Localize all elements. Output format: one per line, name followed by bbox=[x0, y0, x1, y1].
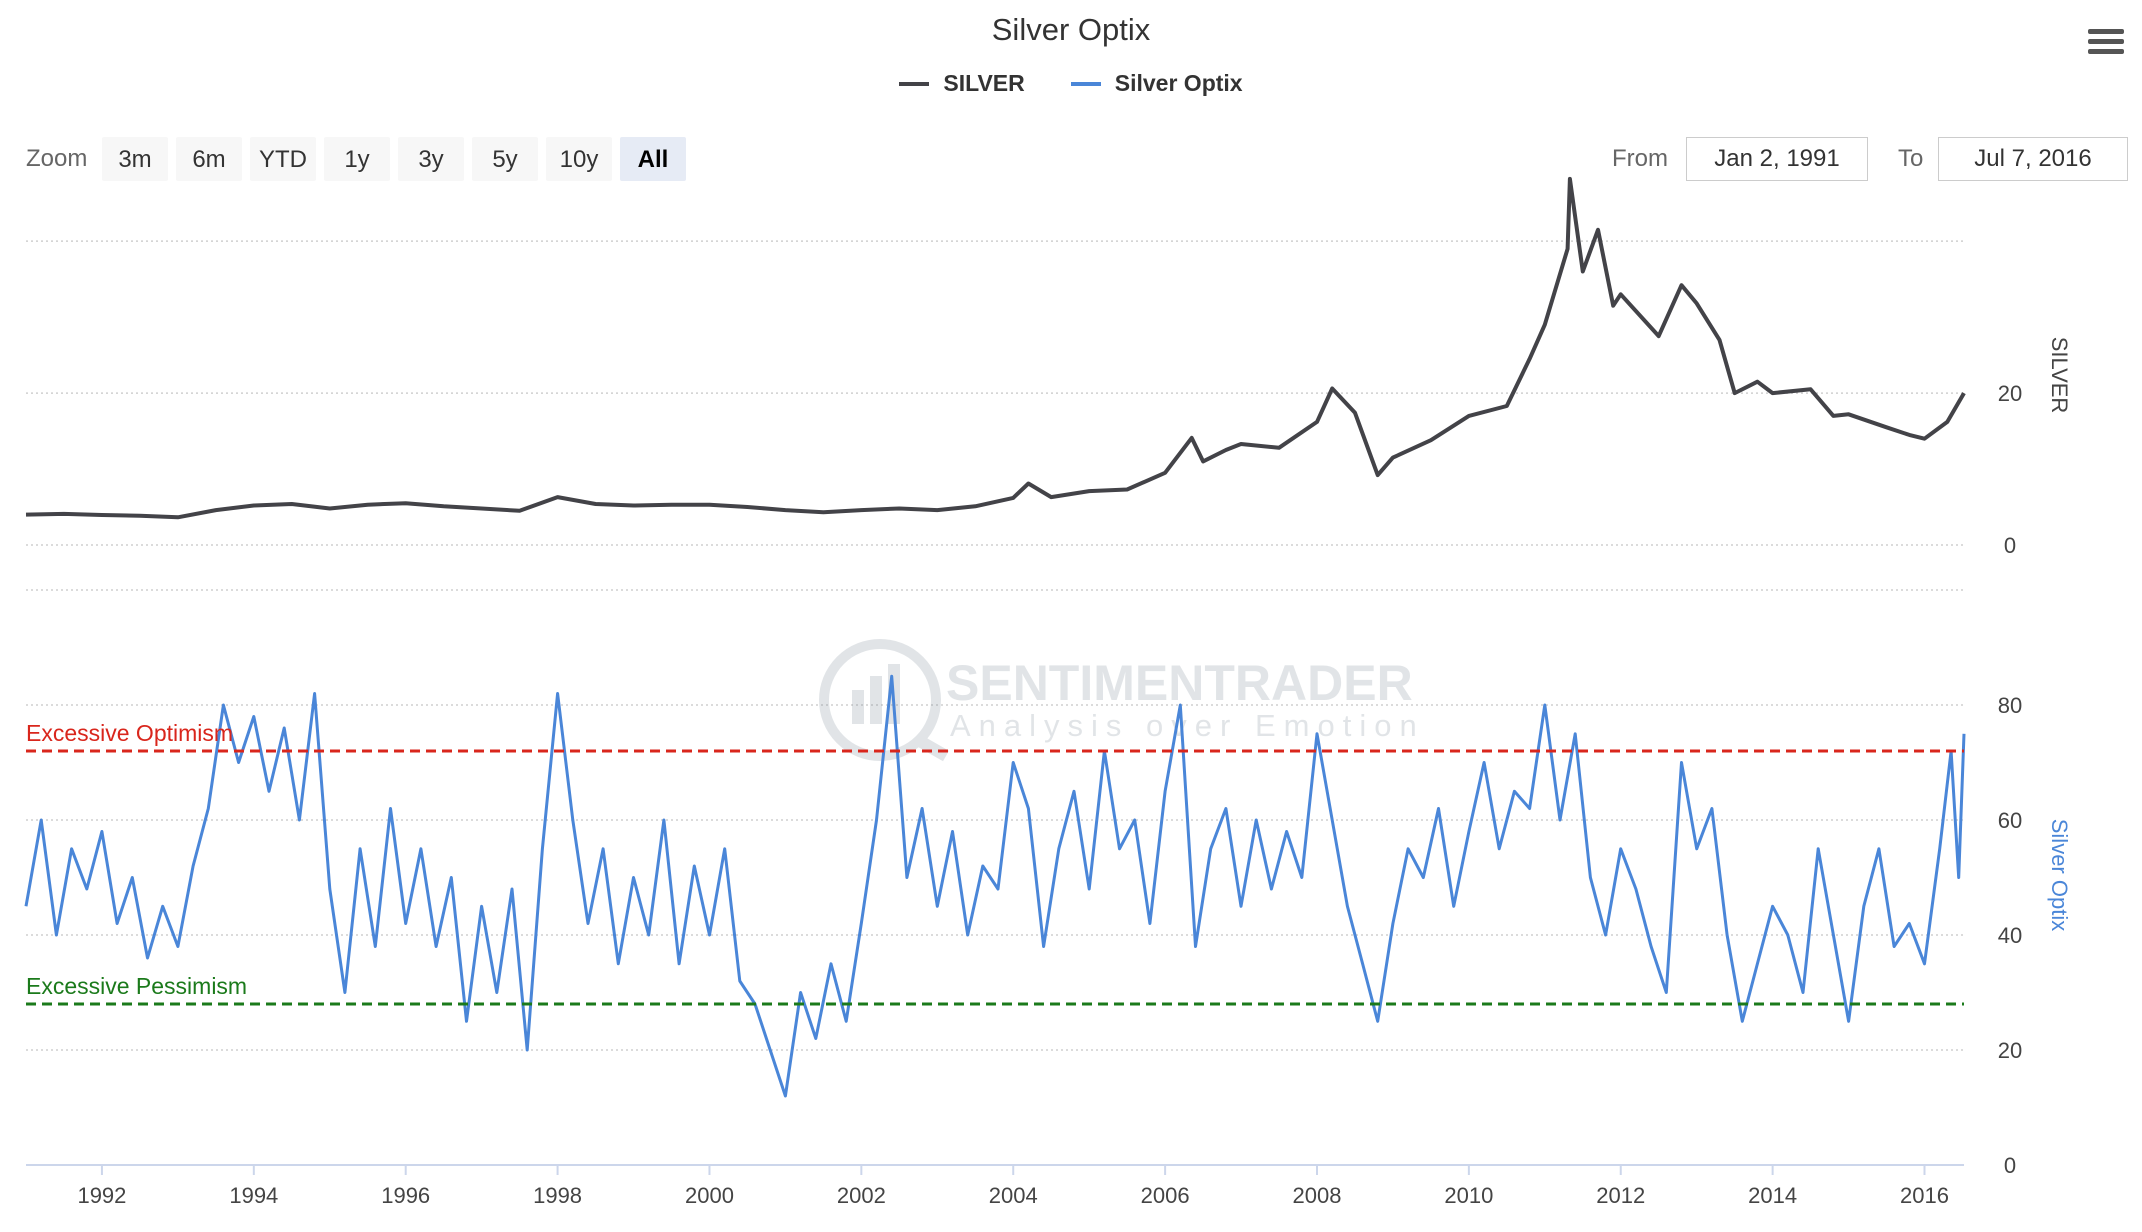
y-axis-title: Silver Optix bbox=[2047, 819, 2072, 931]
y-tick-label: 0 bbox=[2004, 533, 2016, 558]
x-tick-label: 1998 bbox=[533, 1183, 582, 1208]
threshold-label: Excessive Pessimism bbox=[26, 973, 247, 999]
legend-swatch-silver bbox=[899, 81, 930, 86]
threshold-label: Excessive Optimism bbox=[26, 720, 233, 746]
x-tick-label: 2004 bbox=[989, 1183, 1038, 1208]
watermark-handle bbox=[915, 734, 949, 762]
to-label: To bbox=[1898, 145, 1924, 172]
zoom-3y-button[interactable]: 3y bbox=[398, 137, 464, 181]
x-tick-label: 1992 bbox=[77, 1183, 126, 1208]
legend-swatch-silver-optix bbox=[1070, 81, 1101, 86]
legend-item-silver[interactable]: SILVER bbox=[899, 70, 1025, 97]
series-line-silver bbox=[25, 176, 1966, 520]
zoom-1y-button[interactable]: 1y bbox=[324, 137, 390, 181]
zoom-10y-button[interactable]: 10y bbox=[546, 137, 612, 181]
annotation-layer: Excessive Optimism Excessive Pessimism bbox=[26, 720, 1964, 1006]
to-date-input[interactable]: Jul 7, 2016 bbox=[1938, 137, 2128, 181]
from-label: From bbox=[1612, 145, 1668, 172]
zoom-label: Zoom bbox=[26, 145, 88, 172]
watermark-logo-icon bbox=[819, 639, 941, 761]
y-tick-label: 20 bbox=[1998, 381, 2022, 406]
x-tick-label: 2016 bbox=[1900, 1183, 1949, 1208]
axis-layer: 0 20 SILVER 0 20 40 60 80 Silver Optix 1992 1994 19… bbox=[26, 337, 2072, 1208]
x-tick-label: 1994 bbox=[229, 1183, 278, 1208]
zoom-all-button[interactable]: All bbox=[620, 137, 686, 181]
x-tick-label: 2008 bbox=[1293, 1183, 1342, 1208]
x-tick-label: 2010 bbox=[1444, 1183, 1493, 1208]
menu-bar bbox=[2088, 39, 2124, 44]
y-tick-label: 40 bbox=[1998, 923, 2022, 948]
menu-bar bbox=[2088, 49, 2124, 54]
legend-label-silver: SILVER bbox=[943, 70, 1025, 96]
series-line-silver-optix bbox=[24, 674, 1966, 1098]
y-tick-label: 80 bbox=[1998, 693, 2022, 718]
legend-label-silver-optix: Silver Optix bbox=[1114, 70, 1243, 96]
zoom-6m-button[interactable]: 6m bbox=[176, 137, 242, 181]
from-date-input[interactable]: Jan 2, 1991 bbox=[1686, 137, 1868, 181]
y-tick-label: 0 bbox=[2004, 1153, 2016, 1178]
x-tick-label: 1996 bbox=[381, 1183, 430, 1208]
zoom-ytd-button[interactable]: YTD bbox=[250, 137, 316, 181]
y-tick-label: 20 bbox=[1998, 1038, 2022, 1063]
menu-bar bbox=[2088, 29, 2124, 34]
x-tick-label: 2002 bbox=[837, 1183, 886, 1208]
series-layer bbox=[24, 176, 1966, 1098]
chart-title: Silver Optix bbox=[991, 12, 1151, 47]
sentimentrader-watermark: SENTIMENTRADER Analysis over Emotion bbox=[819, 639, 1425, 762]
x-tick-label: 2000 bbox=[685, 1183, 734, 1208]
hamburger-menu-icon[interactable] bbox=[2084, 24, 2128, 64]
x-tick-label: 2014 bbox=[1748, 1183, 1797, 1208]
zoom-5y-button[interactable]: 5y bbox=[472, 137, 538, 181]
y-tick-label: 60 bbox=[1998, 808, 2022, 833]
y-axis-title: SILVER bbox=[2047, 337, 2072, 414]
watermark-text: SENTIMENTRADER bbox=[946, 655, 1413, 711]
watermark-subtext: Analysis over Emotion bbox=[950, 708, 1425, 743]
watermark-bar bbox=[852, 690, 864, 724]
x-tick-label: 2006 bbox=[1141, 1183, 1190, 1208]
watermark-bar bbox=[870, 676, 882, 724]
x-tick-label: 2012 bbox=[1596, 1183, 1645, 1208]
zoom-3m-button[interactable]: 3m bbox=[102, 137, 168, 181]
legend-item-silver-optix[interactable]: Silver Optix bbox=[1070, 70, 1243, 97]
legend: SILVER Silver Optix bbox=[0, 70, 2142, 97]
